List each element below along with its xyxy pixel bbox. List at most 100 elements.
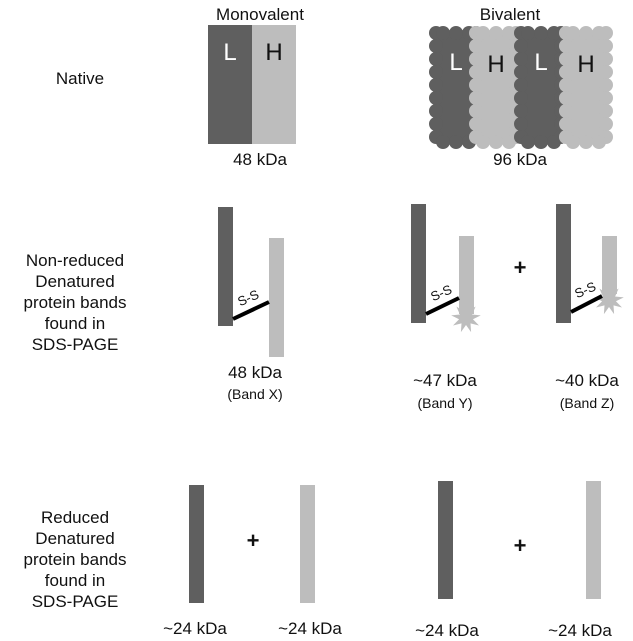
heavy-chain-bar-truncated — [602, 236, 617, 294]
heavy-chain-bar — [269, 238, 284, 357]
scallop-bump — [521, 135, 535, 149]
scallop-bump — [559, 65, 573, 79]
row-label-line: protein bands — [23, 293, 127, 312]
mw-label-reduced-light: ~24 kDa — [415, 621, 479, 640]
scallop-bump — [534, 26, 548, 40]
scallop-bump — [514, 91, 528, 105]
mw-label-band-y: ~47 kDa — [413, 371, 477, 390]
heavy-chain-label: H — [487, 51, 504, 78]
mw-label-monovalent-native: 48 kDa — [233, 150, 287, 169]
disulfide-bond — [425, 296, 460, 316]
scallop-bump — [429, 65, 443, 79]
heavy-chain-bar-truncated — [459, 236, 474, 314]
heavy-chain-block — [252, 25, 296, 144]
column-header-bivalent: Bivalent — [479, 5, 541, 24]
scallop-bump — [489, 135, 503, 149]
light-chain-bar — [438, 481, 453, 599]
scallop-bump — [469, 52, 483, 66]
scallop-bump — [514, 78, 528, 92]
scallop-bump — [469, 39, 483, 53]
plus-sign: + — [513, 533, 527, 558]
bivalent-native-structure — [429, 26, 613, 149]
mw-label-bivalent-native: 96 kDa — [493, 150, 547, 169]
scallop-bump — [559, 78, 573, 92]
scallop-bump — [514, 52, 528, 66]
light-chain-block — [208, 25, 252, 144]
mw-label-reduced-light: ~24 kDa — [163, 619, 227, 638]
disulfide-bond — [570, 294, 603, 314]
row-label-reduced: Reduced Denatured protein bands found in… — [0, 507, 150, 612]
row-label-line: Non-reduced — [25, 251, 125, 270]
mw-label-reduced-heavy: ~24 kDa — [548, 621, 612, 640]
scallop-bump — [592, 135, 606, 149]
scallop-bump — [449, 135, 463, 149]
band-label-y: (Band Y) — [417, 395, 473, 411]
scallop-bump — [599, 78, 613, 92]
scallop-bump — [559, 52, 573, 66]
scallop-bump — [514, 65, 528, 79]
scallop-bump — [559, 39, 573, 53]
scallop-bump — [489, 26, 503, 40]
light-chain-bar — [189, 485, 204, 603]
scallop-bump — [514, 117, 528, 131]
light-chain-label: L — [449, 49, 462, 76]
scallop-bump — [436, 26, 450, 40]
scallop-bump — [599, 104, 613, 118]
scallop-bump — [469, 65, 483, 79]
scallop-bump — [429, 117, 443, 131]
scallop-bump — [449, 26, 463, 40]
scallop-bump — [566, 26, 580, 40]
scallop-bump — [547, 26, 561, 40]
row-label-line: found in — [44, 314, 106, 333]
row-label-line: Denatured — [35, 529, 115, 548]
scallop-bump — [559, 117, 573, 131]
scallop-bump — [469, 78, 483, 92]
row-label-line: SDS-PAGE — [31, 335, 119, 354]
scallop-bump — [469, 117, 483, 131]
row-label-native: Native — [10, 68, 150, 89]
scallop-bump — [579, 26, 593, 40]
cleavage-burst-icon — [594, 285, 624, 315]
scallop-bump — [599, 52, 613, 66]
row-label-line: found in — [44, 571, 106, 590]
plus-sign: + — [513, 255, 527, 280]
scallop-bump — [502, 26, 516, 40]
mw-label-reduced-heavy: ~24 kDa — [278, 619, 342, 638]
heavy-chain-bar — [300, 485, 315, 603]
scallop-bump — [429, 78, 443, 92]
scallop-bump — [476, 26, 490, 40]
scallop-bump — [469, 91, 483, 105]
column-header-monovalent: Monovalent — [216, 5, 304, 24]
mw-label-band-x: 48 kDa — [228, 363, 282, 382]
scallop-bump — [592, 26, 606, 40]
cleavage-burst-icon — [451, 303, 481, 333]
light-chain-label: L — [223, 39, 236, 66]
disulfide-bond — [232, 300, 270, 321]
row-label-line: Reduced — [40, 508, 110, 527]
row-label-line: SDS-PAGE — [31, 592, 119, 611]
row-label-non-reduced: Non-reduced Denatured protein bands foun… — [0, 250, 150, 355]
light-chain-label: L — [534, 49, 547, 76]
mw-label-band-z: ~40 kDa — [555, 371, 619, 390]
row-label-line: Denatured — [35, 272, 115, 291]
scallop-bump — [559, 91, 573, 105]
scallop-bump — [599, 65, 613, 79]
scallop-bump — [579, 135, 593, 149]
scallop-bump — [429, 104, 443, 118]
scallop-bump — [599, 91, 613, 105]
scallop-bump — [436, 135, 450, 149]
light-chain-bar — [218, 207, 233, 326]
scallop-bump — [599, 39, 613, 53]
scallop-bump — [559, 104, 573, 118]
heavy-chain-bar — [586, 481, 601, 599]
scallop-bump — [566, 135, 580, 149]
row-label-line: protein bands — [23, 550, 127, 569]
heavy-chain-label: H — [577, 51, 594, 78]
heavy-chain-label: H — [265, 39, 282, 66]
band-label-x: (Band X) — [227, 386, 283, 402]
light-chain-bar — [556, 204, 571, 323]
scallop-bump — [599, 117, 613, 131]
scallop-bump — [534, 135, 548, 149]
